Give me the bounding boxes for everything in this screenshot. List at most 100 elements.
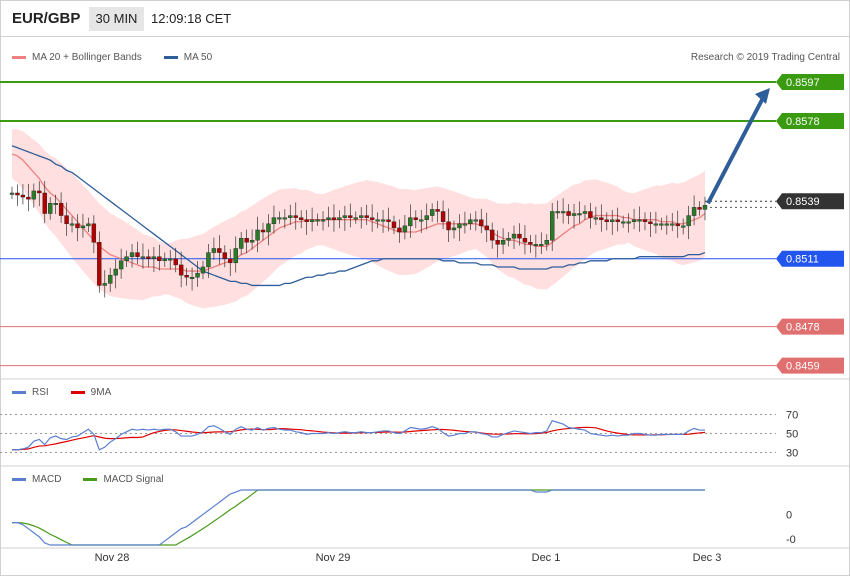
candle-body	[506, 237, 511, 241]
candle-body	[691, 207, 697, 216]
candle-body	[244, 237, 249, 243]
candle	[53, 194, 58, 215]
candle	[702, 196, 708, 221]
candle	[506, 232, 511, 247]
rsi-tick-label: 50	[786, 429, 798, 441]
copyright-text: Research © 2019 Trading Central	[690, 52, 840, 63]
legend-macd-signal: MACD Signal	[103, 474, 164, 485]
candle-body	[424, 215, 429, 220]
candle-body	[86, 223, 91, 227]
macd-tick-label: 0	[786, 509, 792, 521]
candle	[135, 241, 140, 265]
candle	[249, 229, 255, 250]
candle-body	[320, 219, 326, 222]
rsi-ma-swatch	[70, 391, 85, 394]
level-tag-pivot	[776, 250, 844, 267]
candle	[484, 212, 489, 243]
candle-body	[140, 256, 146, 259]
candle-body	[309, 219, 315, 222]
candle	[489, 222, 495, 249]
candle	[648, 212, 653, 238]
candle	[517, 223, 522, 246]
candle	[320, 211, 326, 231]
candle	[129, 244, 135, 268]
symbol-title: EUR/GBP	[12, 10, 81, 27]
candle-body	[380, 219, 386, 222]
candle	[539, 232, 544, 255]
candle	[299, 210, 304, 229]
candle	[500, 228, 506, 255]
candle	[429, 203, 435, 222]
candle	[675, 210, 680, 238]
forecast-arrow-shaft	[706, 95, 766, 205]
timeframe-selector[interactable]: 30 MIN	[89, 7, 144, 31]
candle-body	[271, 217, 277, 225]
x-tick-label: Dec 1	[532, 552, 561, 564]
candle-body	[702, 205, 708, 210]
candle-body	[359, 215, 364, 218]
candle	[309, 207, 315, 232]
candle	[375, 212, 380, 229]
candle-body	[15, 192, 20, 196]
candle	[386, 207, 391, 232]
candle	[680, 218, 686, 235]
candle-body	[386, 219, 391, 222]
candle	[451, 220, 457, 239]
candle	[260, 222, 266, 241]
candle-body	[113, 268, 118, 276]
candle	[184, 267, 189, 286]
candle	[364, 204, 369, 225]
candle	[528, 234, 533, 253]
candle-body	[479, 219, 484, 227]
candle-body	[593, 217, 599, 220]
candle	[686, 205, 691, 240]
candle	[168, 250, 173, 270]
candle-body	[680, 225, 686, 228]
candle-body	[64, 215, 69, 225]
candle	[189, 267, 195, 291]
candle	[293, 202, 298, 230]
candle-body	[20, 194, 26, 198]
level-tag-resistance	[776, 113, 844, 130]
legend-rsi: RSI	[32, 387, 49, 398]
candle	[380, 210, 386, 233]
candle-body	[238, 237, 244, 249]
candle	[113, 259, 118, 289]
candle-body	[97, 242, 102, 286]
candle	[342, 205, 348, 231]
candle	[599, 204, 604, 232]
macd-legend: MACD MACD Signal	[12, 474, 163, 485]
rsi-legend: RSI 9MA	[12, 387, 111, 398]
candle	[544, 234, 549, 251]
candle	[173, 247, 178, 273]
candle	[255, 216, 260, 253]
candle	[615, 207, 620, 232]
candle-body	[342, 215, 348, 218]
candle	[86, 217, 91, 233]
candle-body	[118, 260, 124, 270]
candle-body	[539, 244, 544, 247]
candle	[118, 248, 124, 279]
candle-body	[620, 221, 626, 224]
candle	[97, 231, 102, 293]
candle-body	[599, 217, 604, 220]
candle	[446, 208, 451, 243]
candle	[271, 205, 277, 234]
candle-body	[648, 221, 653, 225]
candle	[560, 198, 566, 224]
candle-body	[364, 215, 369, 218]
candle	[566, 204, 571, 225]
candle-body	[353, 217, 358, 220]
candle	[200, 260, 206, 280]
candle	[610, 210, 615, 235]
forecast-arrow-head	[755, 87, 770, 104]
candle-body	[413, 217, 418, 220]
macd-line	[12, 489, 705, 546]
candle-body	[473, 219, 479, 222]
candle-body	[9, 192, 15, 195]
candle	[397, 219, 402, 243]
candle	[91, 215, 97, 254]
candle-body	[146, 256, 151, 259]
candle	[653, 211, 659, 234]
candle-body	[326, 217, 331, 220]
